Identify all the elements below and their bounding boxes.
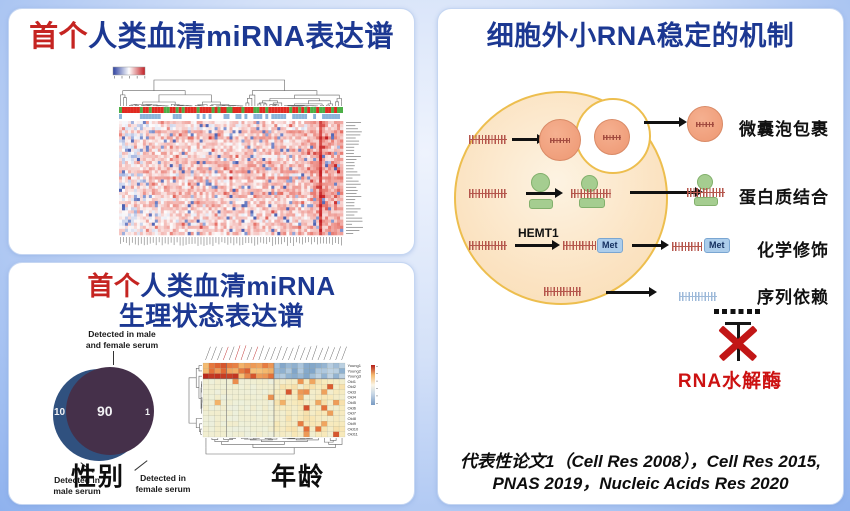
rna-icon: [571, 189, 611, 198]
venn-value-female-only: 1: [145, 407, 151, 417]
arrow-icon: [515, 244, 553, 247]
microvesicle-icon: [594, 119, 630, 155]
protein-icon: [531, 173, 550, 192]
rnase-label: RNA水解酶: [677, 371, 783, 392]
title-highlight: 首个: [29, 21, 89, 53]
venn-label-both: Detected in male and female serum: [85, 329, 159, 350]
rna-icon: [469, 189, 507, 198]
venn-circle-female: [66, 367, 154, 455]
rna-icon: [696, 121, 714, 127]
arrow-icon: [512, 138, 538, 141]
panel-stability-mechanism: 细胞外小RNA稳定的机制 微囊泡包裹 蛋白质结合 HEMT1: [437, 8, 844, 505]
panel-physiological-profile: 首个人类血清miRNA 生理状态表达谱 Detected in male and…: [8, 262, 415, 505]
arrow-icon: [526, 192, 556, 195]
panel-serum-profile: 首个人类血清miRNA表达谱: [8, 8, 415, 255]
rna-icon: [469, 241, 507, 250]
rna-icon: [672, 242, 702, 251]
venn-value-overlap: 90: [97, 403, 113, 419]
protein-icon: [694, 197, 718, 206]
rna-icon: [544, 287, 581, 296]
microvesicle-icon: [539, 119, 581, 161]
rna-icon: [679, 292, 717, 301]
mechanism-label-chemical: 化学修饰: [757, 241, 829, 260]
venn-pointer-line: [134, 460, 148, 471]
citation: 代表性论文1（Cell Res 2008），Cell Res 2015, PNA…: [460, 452, 821, 494]
title-rest: 人类血清miRNA: [140, 271, 336, 301]
venn-label-male: Detected in male serum: [53, 475, 101, 496]
age-heatmap-figure: [187, 341, 399, 456]
ellipsis-icon: [714, 309, 760, 314]
serum-heatmap-figure: [103, 65, 371, 249]
arrow-icon: [632, 244, 662, 247]
title-line2: 生理状态表达谱: [118, 301, 305, 332]
page-title: 首个人类血清miRNA表达谱: [9, 21, 414, 55]
protein-icon: [529, 199, 553, 209]
met-tag: Met: [597, 238, 623, 253]
page-title: 首个人类血清miRNA 生理状态表达谱: [9, 271, 414, 331]
mechanism-label-protein: 蛋白质结合: [739, 188, 829, 207]
title-highlight: 首个: [87, 271, 141, 301]
mechanism-label-vesicle: 微囊泡包裹: [739, 120, 829, 139]
rna-icon: [469, 135, 507, 144]
microvesicle-icon: [687, 106, 723, 142]
arrow-icon: [644, 121, 680, 124]
enzyme-label: HEMT1: [518, 226, 559, 240]
rna-icon: [687, 188, 725, 197]
venn-label-female: Detected in female serum: [135, 473, 191, 494]
venn-pointer-line: [113, 351, 115, 365]
arrow-icon: [630, 191, 696, 194]
protein-icon: [579, 198, 605, 208]
inhibitor-t-icon: [725, 322, 751, 325]
page-title: 细胞外小RNA稳定的机制: [486, 21, 795, 51]
venn-value-male-only: 10: [54, 407, 66, 418]
gender-caption: 性别: [71, 463, 126, 491]
rna-icon: [563, 241, 596, 250]
mechanism-label-sequence: 序列依赖: [757, 288, 829, 307]
rna-icon: [603, 134, 621, 140]
rna-icon: [550, 137, 570, 143]
met-tag: Met: [704, 238, 730, 253]
arrow-icon: [606, 291, 650, 294]
age-caption: 年龄: [271, 463, 326, 491]
title-rest: 人类血清miRNA表达谱: [88, 21, 394, 53]
gender-venn-diagram: Detected in male and female serum 10 90 …: [39, 329, 209, 496]
